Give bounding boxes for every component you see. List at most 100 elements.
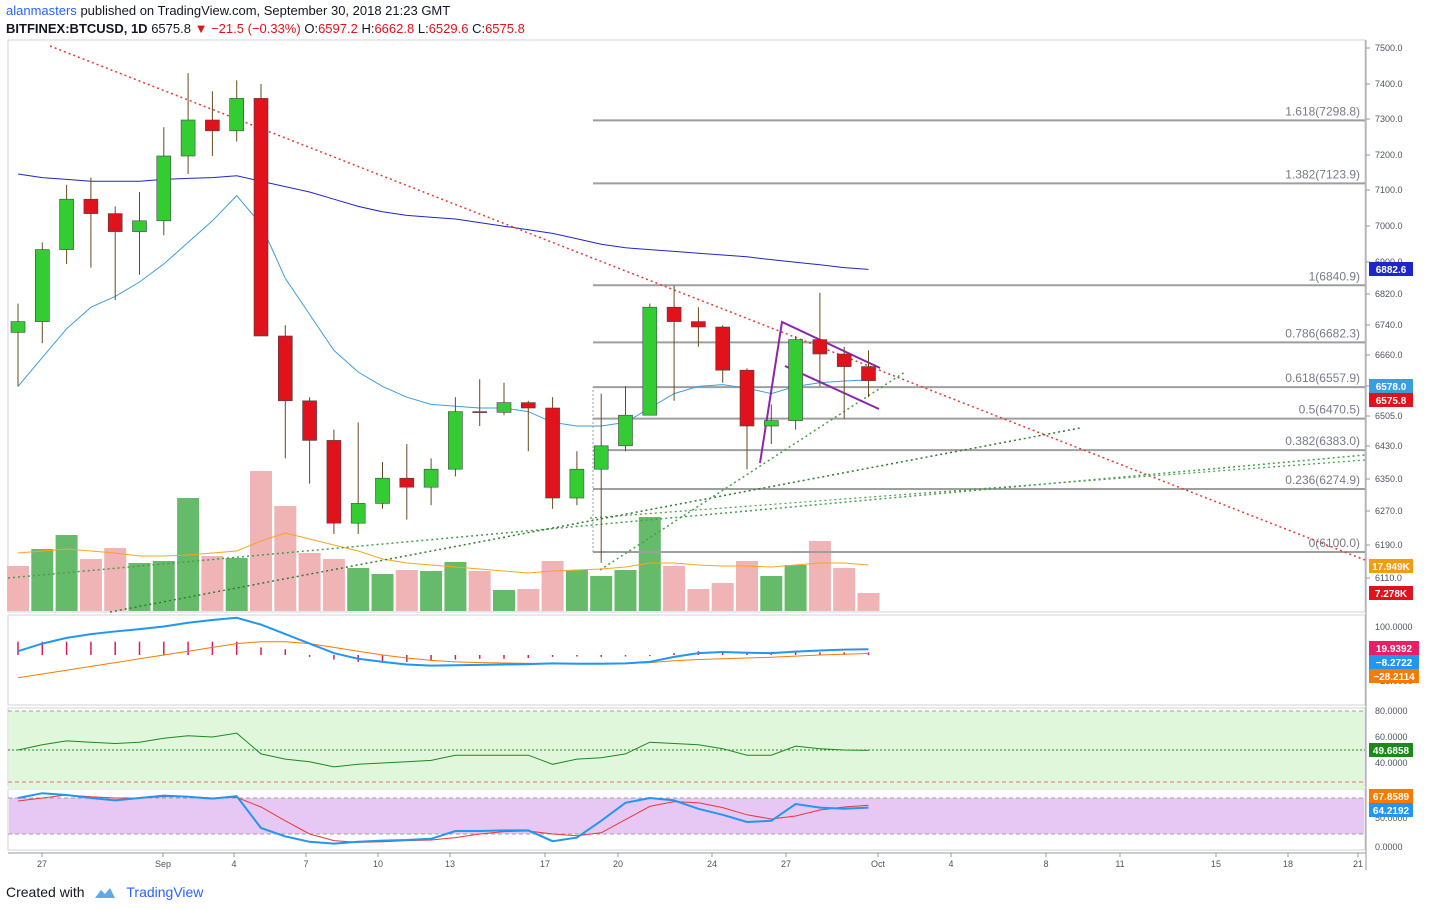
candle-body: [180, 119, 196, 157]
macd-tick-label: 100.0000: [1375, 622, 1413, 632]
close-value: 6575.8: [485, 21, 525, 36]
price-badge: [1369, 393, 1413, 407]
price-chart[interactable]: 7500.07400.07300.07200.07100.07000.06900…: [0, 0, 1433, 880]
volume-bar: [104, 548, 127, 611]
low-label: L:: [417, 21, 429, 36]
candle-body: [132, 220, 147, 232]
close-label: C:: [472, 21, 486, 36]
time-tick-label: 27: [781, 859, 791, 869]
publish-line: alanmasters published on TradingView.com…: [6, 3, 450, 18]
author-link[interactable]: alanmasters: [6, 3, 77, 18]
volume-bar: [493, 590, 515, 611]
candle-body: [107, 213, 123, 232]
candle-body: [618, 414, 633, 447]
candle-body: [83, 198, 99, 214]
price-tick-label: 6505.0: [1375, 411, 1403, 421]
volume-bar: [468, 571, 491, 611]
tradingview-logo-icon: [95, 888, 116, 899]
fib-level-label: 0.786(6682.3): [1285, 326, 1360, 340]
rsi-tick-label: 80.0000: [1375, 706, 1408, 716]
volume-bar: [152, 561, 175, 611]
support-trendline: [599, 371, 906, 571]
candle-body: [302, 400, 317, 441]
open-label: O:: [304, 21, 319, 36]
volume-bar: [541, 561, 564, 611]
wedge-upper-line: [759, 320, 881, 464]
candle-body: [156, 155, 172, 222]
price-tick-label: 6430.0: [1375, 441, 1403, 451]
volume-bar: [760, 576, 783, 611]
price-tick-label: 6350.0: [1375, 474, 1403, 484]
volume-bar: [565, 570, 588, 611]
price-tick-label: 7200.0: [1375, 150, 1403, 160]
volume-bar: [687, 589, 710, 611]
volume-bar: [857, 593, 880, 611]
candle-body: [59, 198, 74, 250]
time-tick-label: 18: [1283, 859, 1293, 869]
stoch-k-line: [17, 792, 869, 845]
volume-bar: [420, 571, 443, 611]
volume-bar: [614, 570, 637, 611]
time-tick-label: 21: [1353, 859, 1363, 869]
price-badge-label: 6578.0: [1376, 382, 1407, 393]
price-tick-label: 6660.0: [1375, 350, 1403, 360]
fib-level-label: 1.382(7123.9): [1285, 167, 1360, 181]
macd-badge: [1369, 655, 1419, 669]
time-tick-label: 20: [613, 859, 623, 869]
time-tick-label: 24: [707, 859, 717, 869]
volume-bar: [347, 568, 370, 611]
time-tick-label: Oct: [871, 859, 886, 869]
candle-body: [205, 119, 220, 132]
volume-bar: [7, 566, 29, 611]
time-tick-label: 4: [948, 859, 953, 869]
price-badge: [1369, 586, 1413, 600]
volume-bar: [784, 565, 807, 611]
volume-bar: [55, 535, 78, 611]
macd-signal-line: [17, 641, 869, 679]
resistance-trendline: [49, 45, 1366, 561]
time-tick-label: 8: [1043, 859, 1048, 869]
candle-body: [34, 249, 50, 322]
price-tick-label: 6740.0: [1375, 320, 1403, 330]
price-badge-label: 17.949K: [1372, 562, 1411, 573]
stoch-badge: [1369, 789, 1413, 803]
panel-frame: [7, 614, 1366, 706]
candle-body: [277, 335, 293, 402]
fib-level-label: 0.5(6470.5): [1299, 403, 1360, 417]
panel-frame: [7, 39, 1366, 613]
ma-fast-line: [17, 194, 869, 427]
macd-badge-label: −28.2114: [1373, 672, 1415, 683]
candle-body: [545, 407, 560, 499]
price-change: −21.5 (−0.33%): [211, 21, 301, 36]
fib-level-label: 0.618(6557.9): [1285, 371, 1360, 385]
volume-bar: [808, 541, 831, 611]
volume-ma-line: [17, 532, 869, 574]
last-price: 6575.8: [151, 21, 191, 36]
stoch-badge-label: 64.2192: [1373, 806, 1410, 817]
time-tick-label: 7: [303, 859, 308, 869]
volume-bar: [663, 566, 686, 611]
price-badge: [1369, 262, 1413, 276]
published-text: published on TradingView.com, September …: [80, 3, 451, 18]
stoch-tick-label: 50.0000: [1375, 813, 1408, 823]
macd-line: [17, 616, 869, 667]
stoch-band: [9, 798, 1364, 834]
time-tick-label: 4: [231, 859, 236, 869]
symbol-label: BITFINEX:BTCUSD, 1D: [6, 21, 148, 36]
volume-bar: [298, 553, 321, 611]
tradingview-link[interactable]: TradingView: [126, 884, 204, 900]
candle-body: [739, 369, 755, 427]
support-trendline: [7, 454, 1366, 579]
volume-bar: [128, 563, 151, 611]
volume-bar: [736, 561, 758, 611]
volume-bar: [833, 568, 856, 611]
price-badge-label: 7.278K: [1375, 589, 1408, 600]
high-value: 6662.8: [374, 21, 415, 36]
rsi-band: [9, 711, 1364, 789]
candle-body: [836, 353, 852, 367]
stoch-badge: [1369, 803, 1413, 817]
candle-body: [569, 468, 585, 499]
low-value: 6529.6: [428, 21, 469, 36]
volume-bar: [225, 558, 248, 611]
candle-body: [593, 445, 609, 470]
